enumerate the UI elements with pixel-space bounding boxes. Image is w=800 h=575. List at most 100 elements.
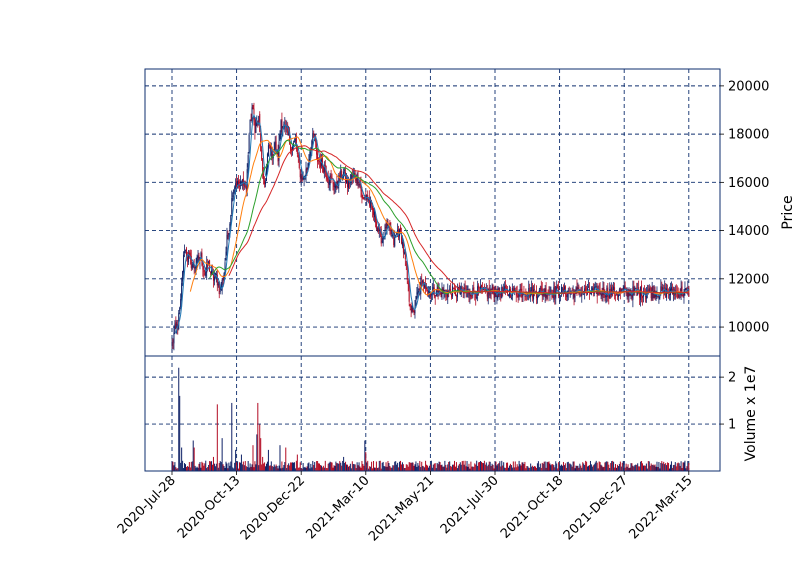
candle-body bbox=[487, 288, 489, 299]
volume-bar bbox=[661, 461, 663, 471]
volume-bar bbox=[684, 460, 686, 471]
candle-body bbox=[605, 296, 607, 298]
candle bbox=[426, 283, 428, 292]
candle-body bbox=[442, 288, 444, 293]
candle-body bbox=[454, 288, 456, 289]
candle-body bbox=[604, 294, 606, 298]
volume-bar bbox=[584, 465, 586, 471]
volume-bar bbox=[203, 465, 205, 471]
volume-bar bbox=[592, 465, 594, 471]
volume-bar bbox=[426, 464, 428, 471]
volume-bar bbox=[675, 466, 677, 471]
candle-body bbox=[216, 274, 218, 286]
volume-bar bbox=[373, 467, 375, 471]
volume-bar bbox=[343, 456, 345, 471]
volume-bar bbox=[473, 466, 475, 471]
candle-body bbox=[195, 264, 197, 268]
candle bbox=[406, 263, 408, 284]
volume-bar bbox=[647, 461, 649, 471]
candle-body bbox=[296, 146, 298, 154]
volume-bar bbox=[491, 463, 493, 471]
candle-body bbox=[418, 288, 420, 291]
candle-body bbox=[395, 235, 397, 237]
candle-body bbox=[235, 183, 237, 189]
volume-bar bbox=[439, 462, 441, 471]
candle bbox=[173, 325, 175, 351]
volume-bar bbox=[476, 460, 478, 471]
volume-bar bbox=[649, 465, 651, 471]
volume-bar bbox=[572, 461, 574, 471]
candle-body bbox=[645, 293, 647, 299]
volume-bar bbox=[531, 466, 533, 471]
volume-bar bbox=[403, 468, 405, 471]
volume-bar bbox=[356, 462, 358, 471]
candle-body bbox=[384, 224, 386, 237]
candle-body bbox=[590, 292, 592, 295]
candle-body bbox=[180, 298, 182, 308]
candle-body bbox=[575, 287, 577, 291]
volume-bar bbox=[437, 464, 439, 471]
candle-body bbox=[178, 312, 180, 330]
candle bbox=[673, 287, 675, 300]
volume-bar bbox=[395, 461, 397, 471]
candle-body bbox=[408, 283, 410, 302]
candle bbox=[294, 134, 296, 144]
price-tick-label: 14000 bbox=[728, 224, 769, 239]
volume-bar bbox=[279, 445, 281, 471]
candle-body bbox=[446, 292, 448, 297]
volume-bar bbox=[244, 461, 246, 471]
volume-bar bbox=[172, 461, 174, 471]
volume-bar bbox=[467, 466, 469, 471]
candle bbox=[234, 185, 236, 195]
candle bbox=[344, 168, 346, 177]
volume-bar bbox=[457, 465, 459, 471]
volume-bar bbox=[418, 465, 420, 471]
candle-body bbox=[456, 290, 458, 298]
volume-bar bbox=[379, 460, 381, 471]
volume-bar bbox=[567, 461, 569, 471]
volume-bar bbox=[610, 463, 612, 471]
candle bbox=[183, 251, 185, 279]
candle-body bbox=[585, 286, 587, 293]
volume-bar bbox=[517, 466, 519, 471]
candle-body bbox=[666, 288, 668, 298]
volume-bar bbox=[441, 464, 443, 471]
candle-body bbox=[433, 287, 435, 296]
volume-bar bbox=[188, 462, 190, 471]
volume-bar bbox=[422, 465, 424, 471]
volume-bar bbox=[187, 466, 189, 471]
candle-body bbox=[574, 291, 576, 298]
volume-bar bbox=[378, 460, 380, 471]
volume-bar bbox=[286, 468, 288, 471]
volume-bar bbox=[235, 449, 237, 471]
volume-bar bbox=[423, 466, 425, 471]
candle-body bbox=[238, 185, 240, 187]
volume-bar bbox=[482, 463, 484, 471]
candle-body bbox=[190, 255, 192, 268]
candle-body bbox=[454, 289, 456, 296]
candle-body bbox=[204, 272, 206, 276]
volume-bar bbox=[551, 464, 553, 471]
volume-bar bbox=[398, 467, 400, 471]
candle-body bbox=[624, 285, 626, 289]
volume-bar bbox=[382, 461, 384, 471]
candle bbox=[221, 278, 223, 295]
candle-body bbox=[193, 265, 195, 268]
candle bbox=[471, 291, 473, 300]
candle-body bbox=[188, 252, 190, 256]
volume-bar bbox=[593, 464, 595, 471]
volume-bar bbox=[625, 463, 627, 471]
candle-body bbox=[179, 307, 181, 311]
volume-bar bbox=[381, 462, 383, 471]
candle-body bbox=[407, 281, 409, 285]
candle-body bbox=[436, 288, 438, 296]
volume-bar bbox=[624, 467, 626, 471]
volume-bar bbox=[544, 461, 546, 471]
volume-bar bbox=[503, 462, 505, 471]
candle-body bbox=[207, 264, 209, 268]
volume-bar bbox=[240, 454, 242, 471]
candle bbox=[319, 153, 321, 173]
candle-body bbox=[269, 145, 271, 155]
volume-bar bbox=[209, 461, 211, 471]
candle-body bbox=[534, 289, 536, 291]
